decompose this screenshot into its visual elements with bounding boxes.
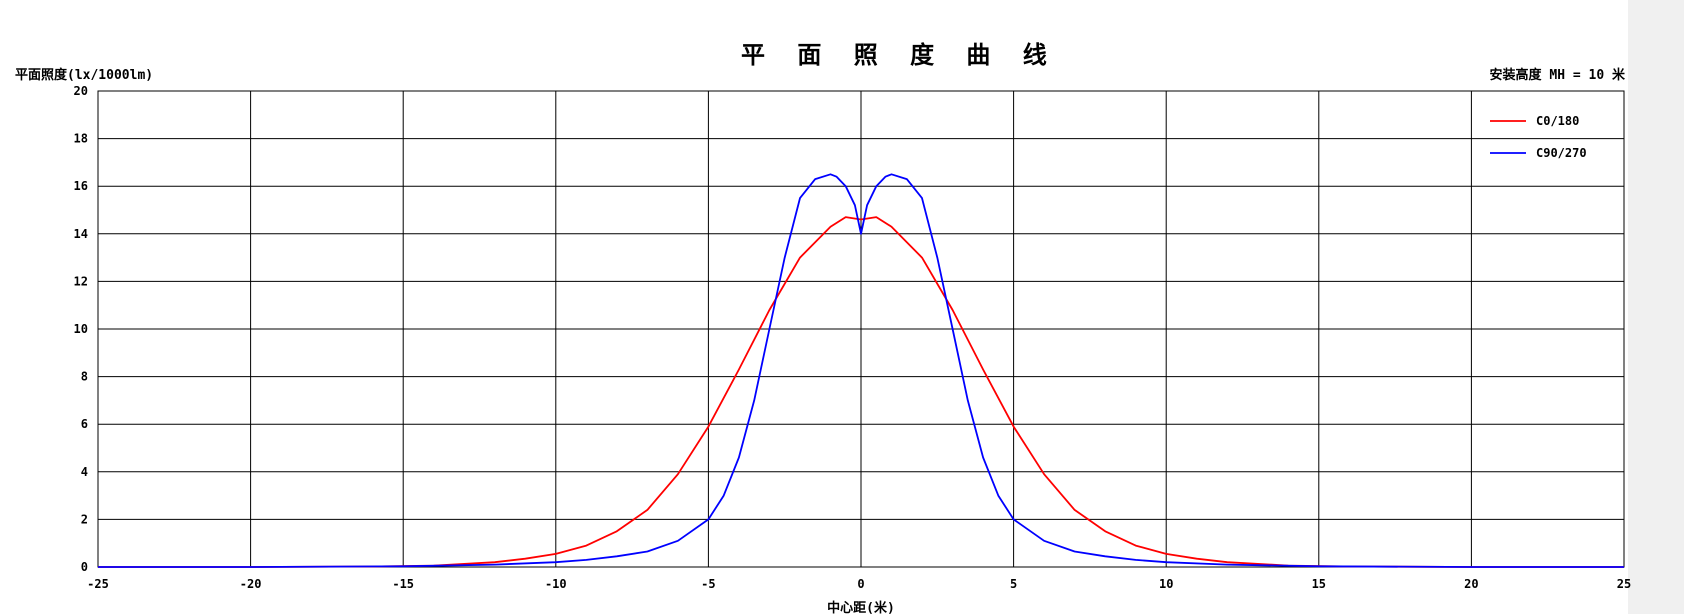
series-lines xyxy=(98,173,1624,568)
x-tick-label: 5 xyxy=(1010,577,1017,591)
series-line-1 xyxy=(98,173,1624,568)
x-tick-label: 10 xyxy=(1159,577,1173,591)
y-tick-label: 8 xyxy=(81,370,88,384)
y-tick-label: 12 xyxy=(74,274,88,288)
legend-label-1: C90/270 xyxy=(1536,146,1587,160)
y-tick-label: 18 xyxy=(74,132,88,146)
right-edge-panel xyxy=(1628,0,1684,614)
chart-title: 平 面 照 度 曲 线 xyxy=(741,40,1059,69)
grid-lines xyxy=(97,90,1625,568)
x-tick-label: -10 xyxy=(545,577,567,591)
x-tick-label: -20 xyxy=(240,577,262,591)
y-tick-label: 2 xyxy=(81,512,88,526)
y-tick-label: 0 xyxy=(81,560,88,574)
y-tick-label: 10 xyxy=(74,322,88,336)
x-tick-label: 0 xyxy=(857,577,864,591)
x-tick-labels: -25 -20 -15 -10 -5 0 5 10 15 20 25 xyxy=(87,577,1631,591)
y-tick-label: 14 xyxy=(74,227,88,241)
series-line-0 xyxy=(98,216,1624,568)
y-tick-label: 6 xyxy=(81,417,88,431)
x-tick-label: 25 xyxy=(1617,577,1631,591)
x-tick-label: -5 xyxy=(701,577,715,591)
x-tick-label: -15 xyxy=(392,577,414,591)
y-tick-labels: 0 2 4 6 8 10 12 14 16 18 20 xyxy=(74,84,88,574)
legend-label-0: C0/180 xyxy=(1536,114,1579,128)
mounting-height-label: 安装高度 MH = 10 米 xyxy=(1490,67,1626,83)
y-tick-label: 4 xyxy=(81,465,88,479)
x-axis-label: 中心距(米) xyxy=(827,600,895,614)
y-tick-label: 16 xyxy=(74,179,88,193)
legend: C0/180 C90/270 xyxy=(1490,114,1587,160)
x-tick-label: -25 xyxy=(87,577,109,591)
x-tick-label: 20 xyxy=(1464,577,1478,591)
y-axis-label: 平面照度(lx/1000lm) xyxy=(15,67,153,83)
y-tick-label: 20 xyxy=(74,84,88,98)
x-tick-label: 15 xyxy=(1312,577,1326,591)
